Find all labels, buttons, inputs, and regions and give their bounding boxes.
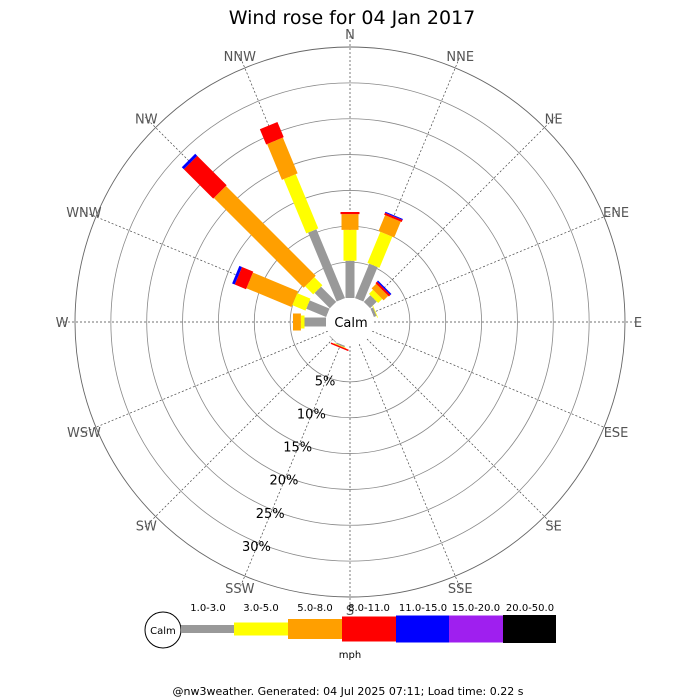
bar-NNE-8.0-11.0 bbox=[384, 212, 403, 222]
percent-label: 5% bbox=[315, 374, 336, 389]
percent-label: 25% bbox=[256, 507, 285, 522]
bar-W-3.0-5.0 bbox=[300, 315, 305, 329]
direction-label-WNW: WNW bbox=[66, 206, 102, 221]
legend-swatch-20.0-50.0 bbox=[503, 615, 556, 643]
legend-label-3.0-5.0: 3.0-5.0 bbox=[243, 603, 278, 614]
bar-ENE-1.0-3.0 bbox=[370, 307, 377, 317]
outer-ring bbox=[74, 46, 626, 598]
legend-label-8.0-11.0: 8.0-11.0 bbox=[348, 603, 390, 614]
bar-NE-8.0-11.0 bbox=[375, 281, 391, 297]
bar-N-1.0-3.0 bbox=[345, 260, 355, 298]
chart-title: Wind rose for 04 Jan 2017 bbox=[229, 7, 476, 29]
speed-legend: Calm 1.0-3.0 3.0-5.0 5.0-8.0 8.0-11.0 11.0-15… bbox=[144, 603, 556, 649]
bar-NE-11.0-15.0 bbox=[376, 280, 392, 296]
calm-circle bbox=[326, 298, 374, 346]
bar-NNE-11.0-15.0 bbox=[384, 211, 403, 220]
direction-label-SE: SE bbox=[545, 520, 561, 535]
bar-SSW-1.0-3.0 bbox=[336, 342, 345, 348]
percent-labels: 5% 10% 15% 20% 25% 30% bbox=[242, 374, 335, 555]
bar-NW-3.0-5.0 bbox=[305, 277, 323, 295]
calm-center: Calm bbox=[326, 298, 374, 346]
direction-label-NE: NE bbox=[545, 112, 563, 127]
bar-SSW-3.0-5.0 bbox=[333, 343, 347, 349]
bar-WNW-1.0-3.0 bbox=[306, 300, 330, 317]
bar-N-3.0-5.0 bbox=[343, 229, 357, 261]
direction-label-ESE: ESE bbox=[604, 426, 629, 441]
bar-NNW-3.0-5.0 bbox=[283, 174, 319, 234]
legend-swatch-11.0-15.0 bbox=[396, 615, 449, 643]
direction-spoke bbox=[372, 330, 619, 434]
bar-WNW-8.0-11.0 bbox=[234, 266, 254, 290]
grid-ring bbox=[110, 82, 590, 562]
legend-label-20.0-50.0: 20.0-50.0 bbox=[506, 603, 554, 614]
legend-label-1.0-3.0: 1.0-3.0 bbox=[190, 603, 225, 614]
direction-label-N: N bbox=[345, 28, 355, 43]
direction-label-WSW: WSW bbox=[67, 426, 101, 441]
direction-label-NNW: NNW bbox=[224, 50, 256, 65]
bar-NE-5.0-8.0 bbox=[371, 283, 389, 301]
percent-label: 15% bbox=[283, 441, 312, 456]
bar-NE-1.0-3.0 bbox=[363, 295, 377, 309]
legend-unit: mph bbox=[339, 650, 361, 661]
grid-ring bbox=[146, 118, 554, 526]
legend-calm-label: Calm bbox=[150, 626, 176, 637]
bar-NNW-1.0-3.0 bbox=[308, 229, 345, 302]
legend-swatch-3.0-5.0 bbox=[234, 622, 288, 636]
direction-spoke bbox=[366, 116, 556, 306]
bar-W-5.0-8.0 bbox=[293, 313, 301, 331]
direction-label-SSE: SSE bbox=[448, 582, 473, 597]
percent-label: 10% bbox=[297, 407, 326, 422]
footer-text: @nw3weather. Generated: 04 Jul 2025 07:1… bbox=[173, 685, 524, 698]
bar-W-1.0-3.0 bbox=[304, 317, 326, 327]
direction-label-SSW: SSW bbox=[225, 582, 255, 597]
bar-NNW-8.0-11.0 bbox=[259, 121, 284, 145]
bar-NW-1.0-3.0 bbox=[314, 286, 337, 309]
bar-ENE-3.0-5.0 bbox=[372, 305, 378, 318]
direction-labels: N NNE NE ENE E ESE SE SSE S SSW SW WSW W WNW NW NNW bbox=[56, 28, 643, 619]
wind-bars bbox=[181, 121, 403, 352]
percent-label: 30% bbox=[242, 540, 271, 555]
direction-spoke bbox=[238, 344, 342, 591]
bar-N-8.0-11.0 bbox=[340, 211, 360, 215]
direction-label-S: S bbox=[346, 604, 354, 619]
bar-SSW-8.0-11.0 bbox=[330, 342, 349, 352]
direction-spoke bbox=[358, 344, 462, 591]
direction-label-SW: SW bbox=[136, 520, 157, 535]
bar-WNW-5.0-8.0 bbox=[246, 272, 298, 307]
calm-label: Calm bbox=[334, 316, 367, 331]
legend-label-5.0-8.0: 5.0-8.0 bbox=[297, 603, 332, 614]
direction-label-ENE: ENE bbox=[603, 206, 629, 221]
bar-NW-11.0-15.0 bbox=[181, 153, 198, 170]
legend-label-15.0-20.0: 15.0-20.0 bbox=[452, 603, 500, 614]
legend-swatch-5.0-8.0 bbox=[288, 619, 342, 639]
bar-NW-5.0-8.0 bbox=[213, 185, 316, 288]
bar-NE-3.0-5.0 bbox=[368, 289, 383, 304]
grid-ring bbox=[182, 154, 518, 490]
direction-spoke bbox=[81, 330, 328, 434]
percent-label: 20% bbox=[269, 474, 298, 489]
bar-NNW-5.0-8.0 bbox=[267, 137, 298, 180]
bar-NW-8.0-11.0 bbox=[183, 155, 227, 199]
direction-spoke bbox=[372, 210, 619, 314]
legend-swatch-8.0-11.0 bbox=[342, 616, 396, 642]
legend-swatch-1.0-3.0 bbox=[181, 625, 234, 633]
bar-NNE-5.0-8.0 bbox=[378, 215, 401, 238]
grid-ring bbox=[218, 190, 482, 454]
direction-label-W: W bbox=[56, 316, 69, 331]
direction-label-NW: NW bbox=[135, 112, 158, 127]
bar-WNW-11.0-15.0 bbox=[232, 265, 243, 285]
direction-spoke bbox=[144, 338, 334, 528]
legend-swatch-15.0-20.0 bbox=[449, 615, 503, 643]
bar-N-5.0-8.0 bbox=[341, 214, 359, 230]
direction-spoke bbox=[366, 338, 556, 528]
legend-label-11.0-15.0: 11.0-15.0 bbox=[399, 603, 447, 614]
bar-WNW-3.0-5.0 bbox=[292, 293, 311, 311]
bar-NNE-3.0-5.0 bbox=[367, 231, 393, 268]
direction-label-NNE: NNE bbox=[446, 50, 474, 65]
bar-SW-1.0-3.0 bbox=[329, 335, 337, 343]
bar-NNE-1.0-3.0 bbox=[355, 263, 378, 302]
direction-label-E: E bbox=[634, 316, 642, 331]
